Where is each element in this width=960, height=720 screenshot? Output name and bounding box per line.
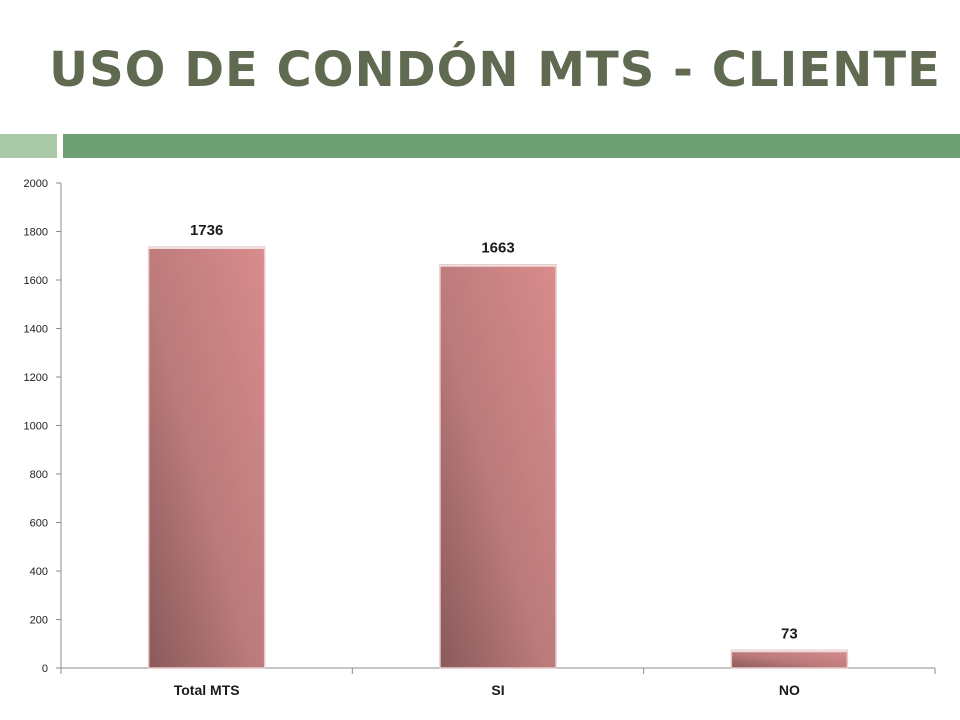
y-tick-label: 800	[30, 469, 48, 481]
y-tick-label: 600	[30, 518, 48, 530]
slide-title: USO DE CONDÓN MTS - CLIENTE	[49, 42, 941, 98]
data-label: 1663	[481, 240, 514, 257]
y-tick-label: 1000	[24, 421, 48, 433]
title-accent-band-dark	[63, 134, 960, 158]
y-tick-label: 1800	[24, 227, 48, 239]
bar-si	[439, 263, 557, 669]
category-label: Total MTS	[174, 682, 240, 698]
y-tick-label: 1400	[24, 324, 48, 336]
y-tick-label: 400	[30, 566, 48, 578]
data-label: 73	[781, 625, 798, 642]
bar-total-mts	[147, 246, 266, 669]
title-accent-band-light	[0, 134, 57, 158]
category-label: SI	[491, 682, 504, 698]
bar-no	[730, 649, 849, 669]
y-tick-label: 1200	[24, 372, 48, 384]
y-tick-label: 0	[42, 663, 48, 675]
label-layer: 1736 Total MTS 1663 SI 73 NO	[174, 222, 800, 698]
y-tick-label: 2000	[24, 178, 48, 190]
y-tick-label: 1600	[24, 275, 48, 287]
bar-layer	[147, 246, 849, 669]
y-tick-label: 200	[30, 615, 48, 627]
data-label: 1736	[190, 222, 223, 239]
category-label: NO	[779, 682, 800, 698]
